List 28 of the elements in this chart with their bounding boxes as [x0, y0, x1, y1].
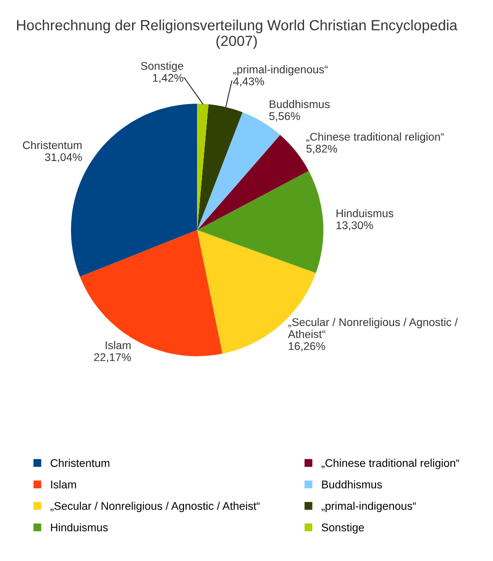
slice-label: Hinduismus: [336, 209, 394, 218]
legend-label: „Chinese traditional religion“: [322, 458, 460, 470]
data-label: 16,26%: [288, 342, 326, 352]
legend-label: Buddhismus: [322, 480, 382, 488]
slice-label: Islam: [106, 341, 131, 350]
data-label: 31,04%: [45, 153, 82, 162]
slice-label: Christentum: [22, 140, 82, 150]
data-label: 1,42%: [153, 74, 184, 84]
legend-label: Islam: [51, 480, 76, 488]
legend-label: Sonstige: [322, 523, 364, 534]
slice-label: Buddhismus: [270, 100, 330, 108]
slice-label: „Secular / Nonreligious / Agnostic / Atheist“: [288, 318, 458, 338]
pie-slice: [197, 170, 324, 273]
legend-label: „Secular / Nonreligious / Agnostic / Atheist“: [50, 502, 260, 512]
data-label: 22,17%: [94, 353, 131, 362]
data-label: 13,30%: [336, 221, 373, 231]
legend-label: Christentum: [50, 458, 110, 467]
data-label: 5,82%: [306, 144, 338, 154]
data-label: 4,43%: [233, 77, 264, 87]
legend-label: Hinduismus: [51, 523, 108, 532]
slice-label: „primal-indigenous“: [233, 65, 328, 76]
pie-slice: [197, 104, 208, 230]
legend-label: „primal-indigenous“: [322, 502, 416, 512]
data-label: 5,56%: [269, 112, 300, 122]
slice-label: „Chinese traditional religion“: [306, 132, 444, 143]
chart-title: Hochrechnung der Religionsverteilung World Christian Encyclopedia (2007): [17, 20, 458, 49]
pie-slice: [197, 104, 243, 230]
slice-label: Sonstige: [140, 62, 184, 72]
